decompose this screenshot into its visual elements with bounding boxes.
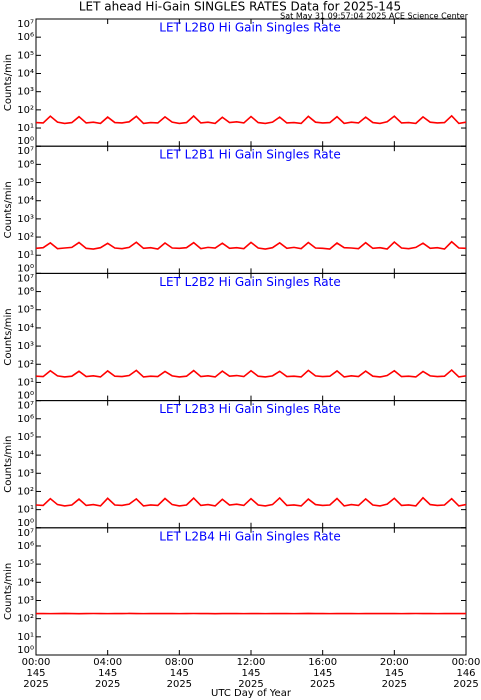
y-tick-label: 10⁰	[17, 263, 34, 274]
y-tick-label: 10⁰	[17, 645, 34, 656]
y-tick-label: 10⁷	[17, 273, 34, 284]
data-line	[35, 240, 467, 250]
y-tick-label: 10²	[17, 614, 34, 625]
y-axis-label: Counts/min	[3, 436, 14, 493]
y-tick-label: 10⁵	[17, 559, 34, 570]
y-tick-label: 10²	[17, 486, 34, 497]
x-tick-day: 146	[456, 668, 475, 679]
y-tick-label: 10⁷	[17, 19, 34, 30]
x-tick-year: 2025	[310, 679, 335, 690]
y-tick-label: 10⁶	[17, 32, 34, 43]
y-tick-label: 10⁵	[17, 178, 34, 189]
x-tick-label: 04:00	[93, 657, 122, 668]
x-tick-year: 2025	[167, 679, 192, 690]
y-axis-label: Counts/min	[3, 563, 14, 620]
x-tick-label: 16:00	[308, 657, 337, 668]
y-axis-label: Counts/min	[3, 54, 14, 111]
y-tick-label: 10⁶	[17, 159, 34, 170]
chart-title: LET ahead Hi-Gain SINGLES RATES Data for…	[79, 0, 401, 14]
timestamp: Sat May 31 09:57:04 2025 ACE Science Cen…	[280, 12, 469, 21]
y-tick-label: 10²	[17, 105, 34, 116]
data-line	[35, 114, 467, 125]
x-tick-day: 145	[313, 668, 332, 679]
x-tick-year: 2025	[23, 679, 48, 690]
y-tick-label: 10⁷	[17, 146, 34, 157]
y-tick-label: 10⁰	[17, 518, 34, 529]
y-tick-label: 10¹	[17, 377, 34, 388]
x-tick-day: 145	[170, 668, 189, 679]
y-axis-label: Counts/min	[3, 181, 14, 238]
x-tick-label: 00:00	[452, 657, 481, 668]
x-tick-label: 20:00	[380, 657, 409, 668]
y-tick-label: 10⁰	[17, 391, 34, 402]
y-tick-label: 10⁶	[17, 287, 34, 298]
x-tick-year: 2025	[453, 679, 478, 690]
x-tick-day: 145	[385, 668, 404, 679]
y-tick-label: 10¹	[17, 123, 34, 134]
y-tick-label: 10⁴	[17, 69, 34, 80]
panel-title: LET L2B3 Hi Gain Singles Rate	[159, 402, 340, 416]
y-tick-label: 10⁷	[17, 528, 34, 539]
y-tick-label: 10²	[17, 359, 34, 370]
panel-title: LET L2B4 Hi Gain Singles Rate	[159, 529, 340, 543]
y-tick-label: 10¹	[17, 250, 34, 261]
y-tick-label: 10⁷	[17, 401, 34, 412]
y-tick-label: 10⁶	[17, 541, 34, 552]
x-tick-label: 12:00	[237, 657, 266, 668]
y-tick-label: 10³	[17, 341, 34, 352]
data-line	[35, 496, 467, 507]
y-tick-label: 10³	[17, 214, 34, 225]
x-tick-year: 2025	[382, 679, 407, 690]
x-tick-label: 08:00	[165, 657, 194, 668]
x-tick-label: 00:00	[22, 657, 51, 668]
x-tick-day: 145	[26, 668, 45, 679]
x-tick-day: 145	[98, 668, 117, 679]
y-tick-label: 10⁴	[17, 577, 34, 588]
y-tick-label: 10³	[17, 595, 34, 606]
x-tick-year: 2025	[238, 679, 263, 690]
y-tick-label: 10⁶	[17, 414, 34, 425]
y-tick-label: 10⁴	[17, 196, 34, 207]
panel-title: LET L2B1 Hi Gain Singles Rate	[159, 148, 340, 162]
x-axis-label: UTC Day of Year	[211, 688, 292, 699]
y-tick-label: 10⁵	[17, 305, 34, 316]
data-line	[35, 368, 467, 378]
y-tick-label: 10⁵	[17, 432, 34, 443]
y-tick-label: 10¹	[17, 505, 34, 516]
y-tick-label: 10⁴	[17, 450, 34, 461]
x-tick-year: 2025	[95, 679, 120, 690]
y-tick-label: 10⁰	[17, 136, 34, 147]
y-tick-label: 10²	[17, 232, 34, 243]
y-axis-label: Counts/min	[3, 308, 14, 365]
y-tick-label: 10³	[17, 87, 34, 98]
panel-title: LET L2B2 Hi Gain Singles Rate	[159, 275, 340, 289]
y-tick-label: 10⁴	[17, 323, 34, 334]
x-tick-day: 145	[241, 668, 260, 679]
y-tick-label: 10¹	[17, 632, 34, 643]
panel-title: LET L2B0 Hi Gain Singles Rate	[159, 21, 340, 35]
y-tick-label: 10³	[17, 468, 34, 479]
y-tick-label: 10⁵	[17, 50, 34, 61]
